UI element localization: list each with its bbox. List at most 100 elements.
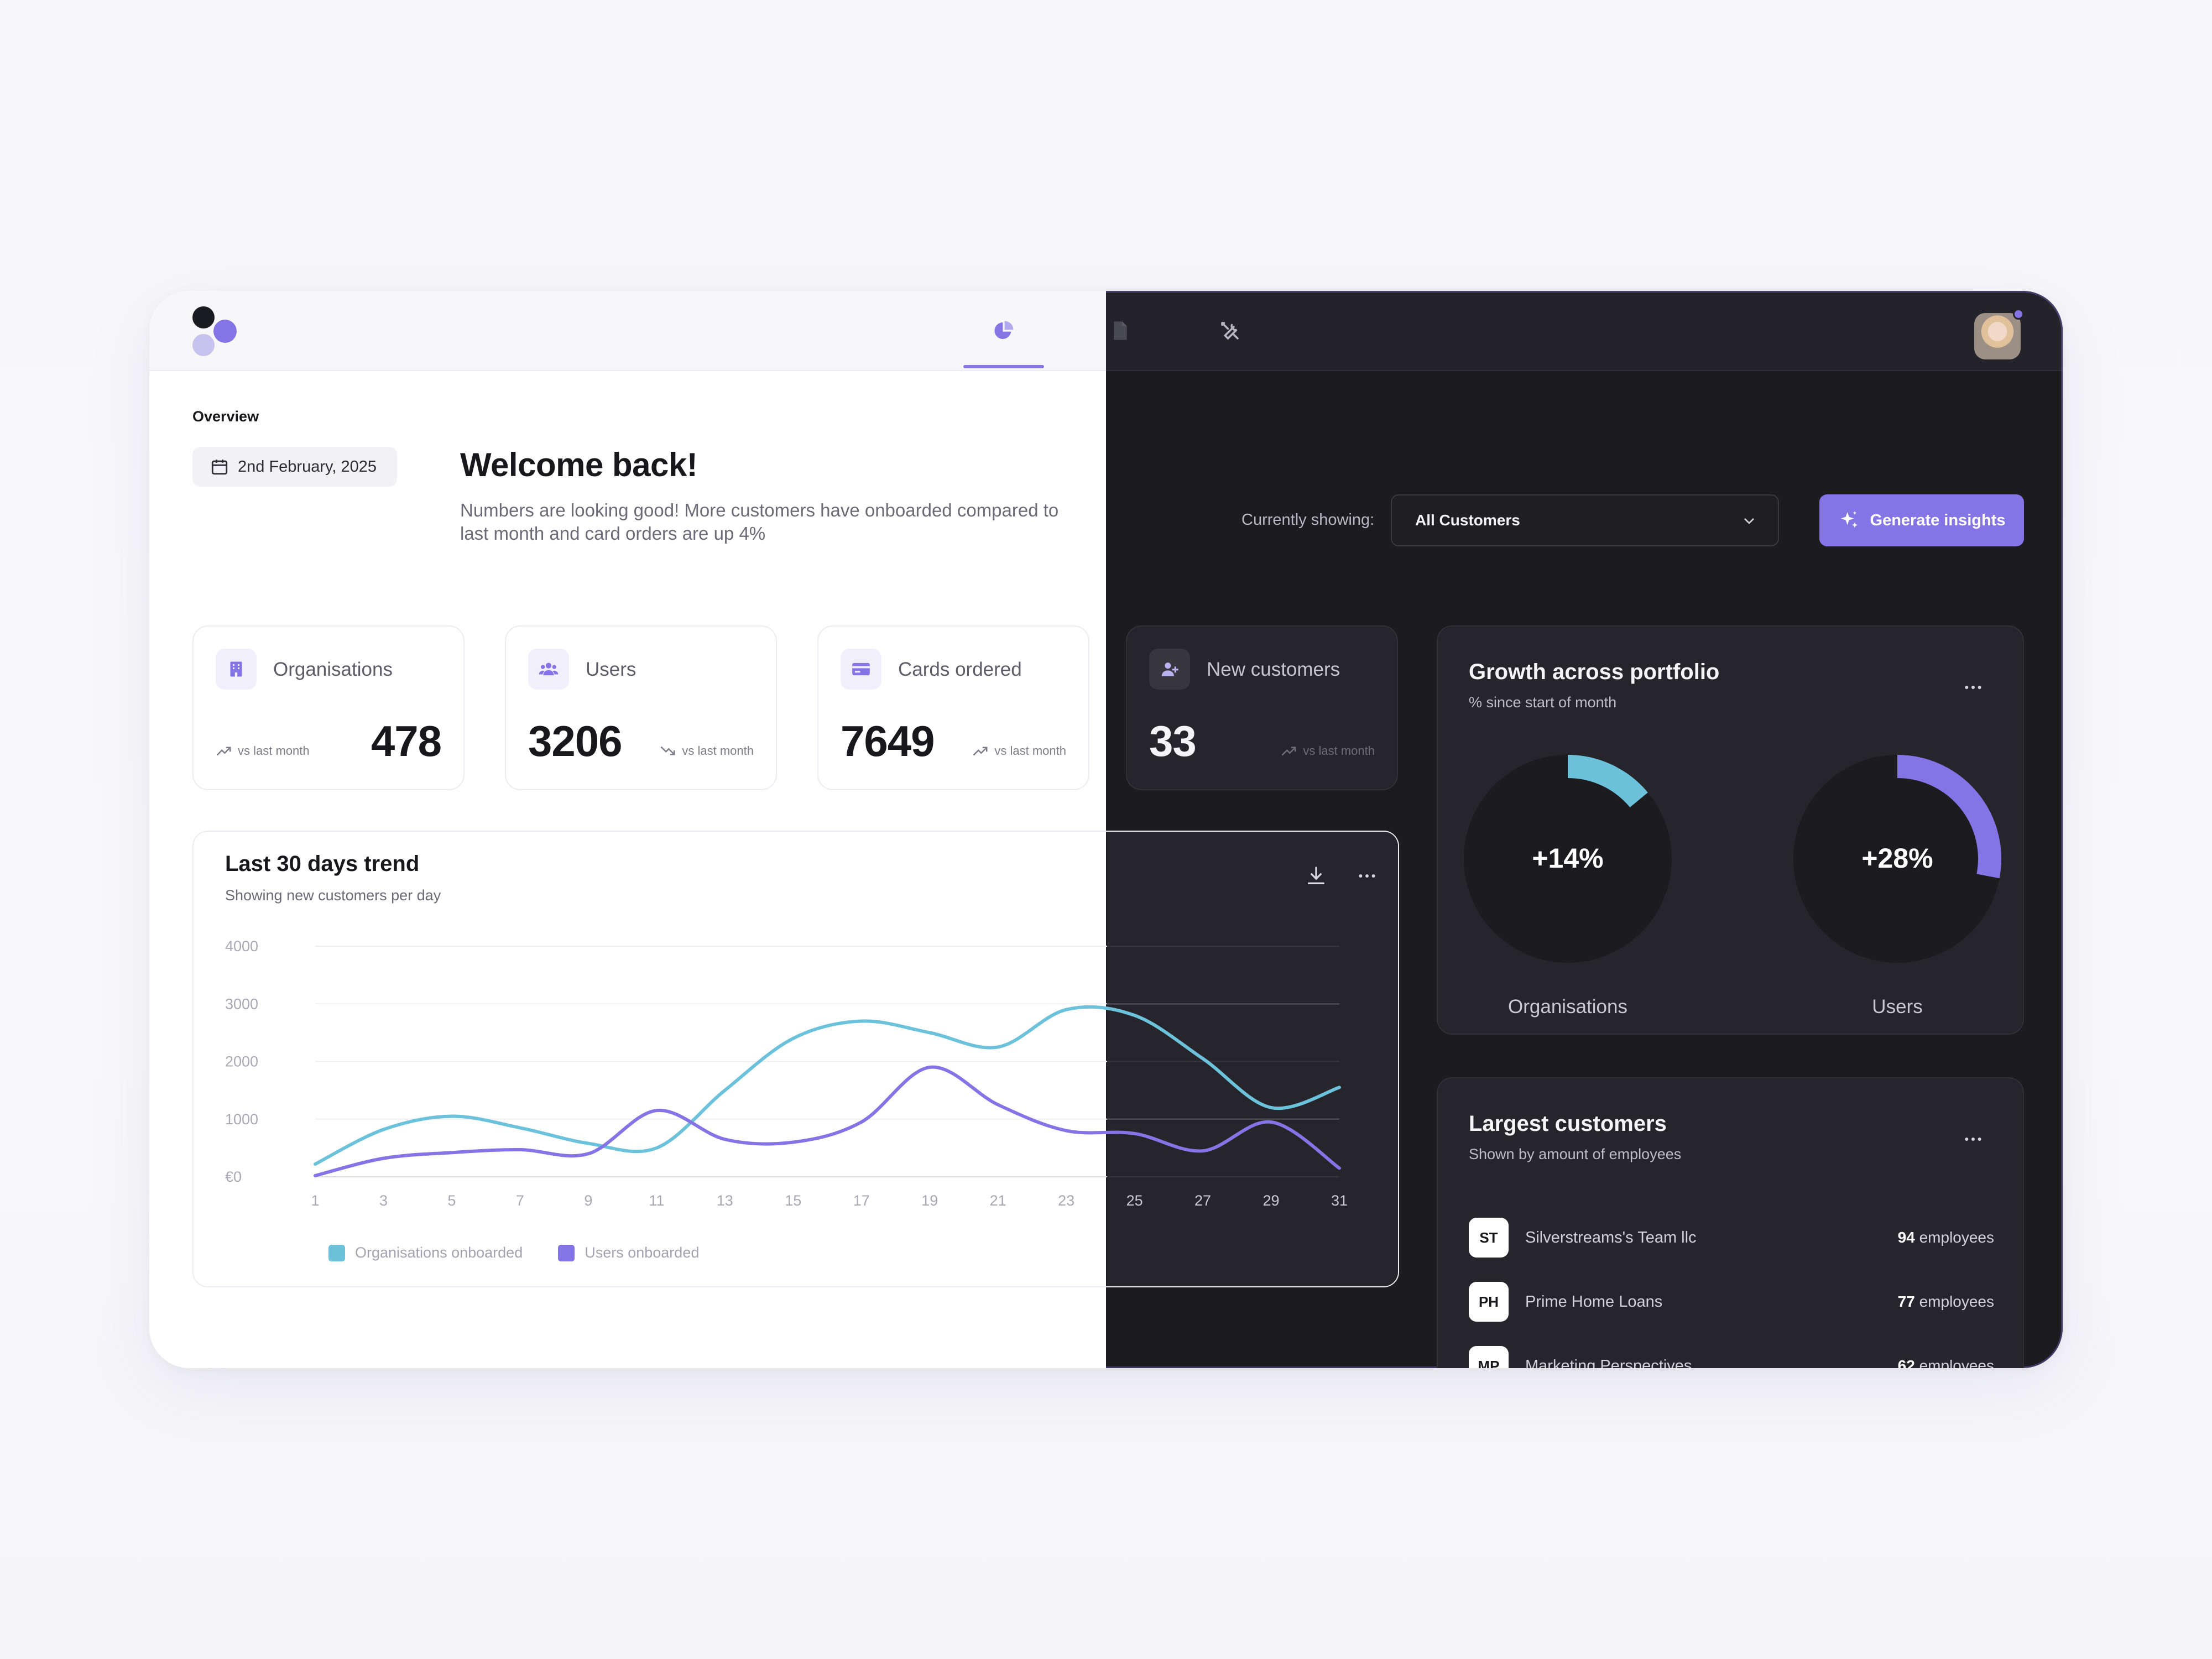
user-avatar[interactable]	[1974, 313, 2021, 359]
x-tick-label: 17	[853, 1192, 870, 1209]
employee-unit: employees	[1919, 1357, 1994, 1368]
customer-row[interactable]: PH Prime Home Loans 77 employees	[1469, 1282, 1994, 1322]
kpi-card-cards-ordered[interactable]: Cards ordered 7649 vs last month	[817, 625, 1089, 790]
customer-name: Silverstreams's Team llc	[1525, 1228, 1697, 1246]
legend-label: Organisations onboarded	[355, 1244, 523, 1261]
customer-row[interactable]: ST Silverstreams's Team llc 94 employees	[1469, 1218, 1994, 1258]
x-tick-label: 21	[990, 1192, 1006, 1209]
generate-insights-button[interactable]: Generate insights	[1819, 494, 2024, 546]
more-options-icon[interactable]	[1962, 676, 1984, 698]
donut-value: +28%	[1861, 843, 1933, 874]
generate-insights-label: Generate insights	[1870, 511, 2006, 529]
calendar-icon	[211, 460, 228, 475]
organisations-donut	[1464, 755, 1672, 963]
employee-count: 94	[1897, 1229, 1915, 1246]
x-tick-label: 7	[516, 1192, 524, 1209]
chart-actions	[1305, 865, 1378, 887]
legend-swatch	[558, 1244, 575, 1261]
customer-name: Marketing Perspectives	[1525, 1357, 1692, 1369]
x-tick-label: 29	[1263, 1192, 1280, 1209]
top-bar-dark	[1106, 291, 2063, 371]
trend-up-icon	[973, 747, 988, 756]
kpi-trend: vs last month	[660, 744, 754, 758]
kpi-trend-text: vs last month	[238, 744, 310, 758]
employee-count: 62	[1897, 1357, 1915, 1368]
notification-dot	[2013, 309, 2024, 320]
donut-value: +14%	[1532, 843, 1604, 874]
x-tick-label: 5	[447, 1192, 456, 1209]
x-tick-label: 9	[584, 1192, 592, 1209]
kpi-value: 7649	[841, 717, 935, 765]
growth-title: Growth across portfolio	[1469, 660, 1720, 684]
largest-title: Largest customers	[1469, 1112, 1667, 1136]
customer-initials: MP	[1469, 1346, 1509, 1368]
customer-initials: ST	[1469, 1218, 1509, 1258]
x-tick-label: 13	[717, 1192, 733, 1209]
logo-dot	[213, 320, 237, 343]
nav-tab-tools[interactable]	[1217, 317, 1243, 344]
customer-initials: PH	[1469, 1282, 1509, 1322]
chart-legend: Organisations onboarded Users onboarded	[328, 1244, 699, 1261]
growth-card: Growth across portfolio % since start of…	[1437, 625, 2024, 1035]
customer-row[interactable]: MP Marketing Perspectives 62 employees	[1469, 1346, 1994, 1368]
logo-dot	[192, 306, 215, 328]
chart-dark-half	[1107, 832, 1398, 1286]
chevron-down-icon	[1744, 518, 1754, 524]
x-tick-label: 27	[1194, 1192, 1211, 1209]
legend-swatch	[328, 1244, 345, 1261]
trend-up-icon	[216, 747, 231, 756]
welcome-title: Welcome back!	[460, 446, 698, 483]
x-tick-label: 31	[1331, 1192, 1348, 1209]
kpi-label: Cards ordered	[898, 659, 1022, 680]
document-icon	[1114, 321, 1127, 340]
more-options-icon[interactable]	[1962, 1128, 1984, 1150]
date-label: 2nd February, 2025	[238, 457, 377, 476]
app-window: Overview 2nd February, 2025 Welcome back…	[149, 291, 2063, 1368]
series-line-users	[314, 1065, 1341, 1177]
largest-customers-card: Largest customers Shown by amount of emp…	[1437, 1077, 2024, 1368]
customer-employees: 77 employees	[1898, 1293, 1994, 1311]
date-picker[interactable]: 2nd February, 2025	[192, 447, 397, 487]
trend-up-icon	[1282, 747, 1296, 756]
y-tick-label: 4000	[225, 938, 258, 954]
customer-employees: 62 employees	[1898, 1357, 1994, 1368]
employee-unit: employees	[1919, 1293, 1994, 1310]
app-logo[interactable]	[192, 306, 242, 356]
donut-label: Users	[1872, 996, 1923, 1018]
y-tick-label: €0	[225, 1168, 242, 1185]
kpi-card-organisations[interactable]: Organisations vs last month 478	[192, 625, 465, 790]
x-tick-label: 23	[1058, 1192, 1074, 1209]
x-tick-label: 1	[311, 1192, 319, 1209]
logo-dot	[192, 334, 215, 356]
users-donut	[1793, 755, 2001, 963]
kpi-value: 33	[1149, 717, 1197, 765]
nav-tab-overview[interactable]	[990, 317, 1017, 344]
top-bar-light	[149, 291, 1106, 371]
legend-item-users[interactable]: Users onboarded	[558, 1244, 699, 1261]
y-tick-label: 3000	[225, 995, 258, 1012]
building-icon	[216, 649, 257, 690]
kpi-label: Users	[586, 659, 637, 680]
y-tick-label: 2000	[225, 1053, 258, 1070]
employee-count: 77	[1897, 1293, 1915, 1310]
legend-item-organisations[interactable]: Organisations onboarded	[328, 1244, 523, 1261]
kpi-card-users[interactable]: Users 3206 vs last month	[505, 625, 777, 790]
kpi-label: Organisations	[273, 659, 393, 680]
download-icon[interactable]	[1305, 865, 1327, 887]
customer-employees: 94 employees	[1898, 1229, 1994, 1246]
employee-unit: employees	[1919, 1229, 1994, 1246]
more-options-icon[interactable]	[1356, 865, 1378, 887]
chart-title: Last 30 days trend	[225, 852, 420, 876]
kpi-value: 3206	[528, 717, 623, 765]
kpi-card-new-customers[interactable]: New customers 33 vs last month	[1126, 625, 1398, 790]
y-tick-label: 1000	[225, 1111, 258, 1128]
nav-tab-documents[interactable]	[1107, 317, 1134, 344]
kpi-value: 478	[371, 717, 442, 765]
customer-filter-select[interactable]: All Customers	[1391, 494, 1779, 546]
add-user-icon	[1149, 649, 1190, 690]
section-label: Overview	[192, 408, 259, 425]
x-tick-label: 19	[921, 1192, 938, 1209]
active-tab-indicator	[963, 365, 1044, 368]
series-line-organisations	[314, 1005, 1341, 1166]
